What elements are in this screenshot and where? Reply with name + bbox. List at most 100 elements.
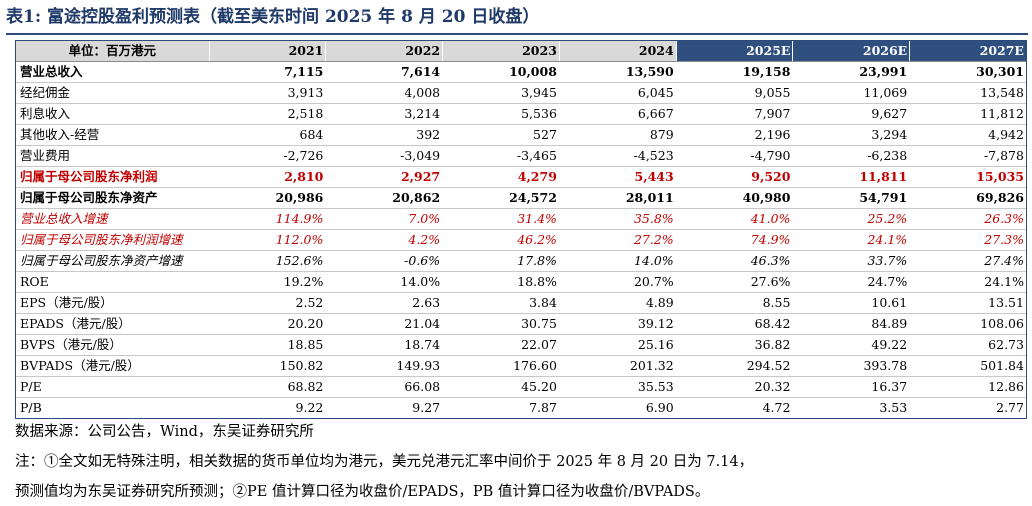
table-cell: 150.82 <box>279 358 324 373</box>
row-label: 归属于母公司股东净资产 <box>20 190 158 205</box>
table-cell: 39.12 <box>637 316 674 331</box>
table-cell: -3,465 <box>516 148 557 163</box>
table-cell: 2.63 <box>412 295 441 310</box>
forecast-table: 单位：百万港元 2021 2022 2023 2024 2025E 2026E … <box>15 40 1027 419</box>
row-label: 营业总收入增速 <box>20 211 108 226</box>
table-cell: 28,011 <box>625 190 674 205</box>
row-label: EPS（港元/股） <box>20 295 113 310</box>
table-cell: 25.2% <box>867 211 908 226</box>
table-cell: 7,115 <box>284 64 324 79</box>
table-cell: 3.53 <box>879 400 908 415</box>
table-row: 归属于母公司股东净资产增速 152.6% -0.6% 17.8% 14.0% 46.3% 3… <box>16 251 1026 272</box>
table-row: 营业费用 -2,726 -3,049 -3,465 -4,523 -4,790 -6,238… <box>16 146 1026 167</box>
table-row: 归属于母公司股东净资产 20,986 20,862 24,572 28,011 40,98… <box>16 188 1026 209</box>
table-cell: 35.8% <box>633 211 674 226</box>
table-cell: 14.0% <box>633 253 674 268</box>
table-cell: 40,980 <box>742 190 791 205</box>
table-cell: 13.51 <box>988 295 1024 310</box>
year-header: 2022 <box>325 41 442 61</box>
table-cell: 20,986 <box>275 190 324 205</box>
table-cell: 68.42 <box>754 316 791 331</box>
table-cell: 392 <box>416 127 441 142</box>
table-cell: 10.61 <box>871 295 908 310</box>
table-title: 表1: 富途控股盈利预测表（截至美东时间 2025 年 8 月 20 日收盘） <box>6 7 540 27</box>
table-cell: 27.4% <box>984 253 1024 268</box>
table-cell: 6,667 <box>637 106 674 121</box>
table-cell: 9.27 <box>412 400 441 415</box>
table-cell: 3,945 <box>521 85 557 100</box>
table-cell: 9,520 <box>751 169 791 184</box>
table-cell: 879 <box>649 127 674 142</box>
row-label: P/E <box>20 379 42 394</box>
table-cell: 17.8% <box>517 253 557 268</box>
table-cell: -3,049 <box>400 148 441 163</box>
year-header-estimate: 2027E <box>909 41 1026 61</box>
table-cell: 3,294 <box>871 127 908 142</box>
table-cell: 6.90 <box>645 400 674 415</box>
table-cell: 9.22 <box>295 400 324 415</box>
table-cell: 25.16 <box>637 337 674 352</box>
row-label: 利息收入 <box>20 106 71 121</box>
table-row: 归属于母公司股东净利润增速 112.0% 4.2% 46.2% 27.2% 74.9% 24… <box>16 230 1026 251</box>
table-cell: 11,811 <box>859 169 908 184</box>
table-cell: 41.0% <box>750 211 791 226</box>
table-cell: 3,913 <box>287 85 324 100</box>
title-divider <box>6 33 1028 35</box>
table-cell: 15,035 <box>976 169 1024 184</box>
unit-label: 单位：百万港元 <box>68 43 157 58</box>
table-cell: 112.0% <box>275 232 324 247</box>
table-cell: 36.82 <box>754 337 791 352</box>
table-cell: 108.06 <box>980 316 1024 331</box>
row-label: P/B <box>20 400 42 415</box>
table-cell: 9,055 <box>754 85 791 100</box>
row-label: 营业费用 <box>20 148 71 163</box>
table-cell: 27.2% <box>633 232 674 247</box>
table-row: 营业总收入 7,115 7,614 10,008 13,590 19,158 23,991 3… <box>16 62 1026 83</box>
table-cell: 22.07 <box>521 337 557 352</box>
table-cell: 26.3% <box>984 211 1024 226</box>
table-cell: 2,810 <box>284 169 324 184</box>
row-label: ROE <box>20 274 49 289</box>
table-cell: -4,790 <box>750 148 791 163</box>
row-label: 经纪佣金 <box>20 85 71 100</box>
row-label: BVPADS（港元/股） <box>20 358 140 373</box>
table-cell: 10,008 <box>509 64 557 79</box>
table-cell: 4.72 <box>762 400 791 415</box>
table-cell: 152.6% <box>275 253 324 268</box>
table-cell: 14.0% <box>400 274 441 289</box>
table-cell: 6,045 <box>637 85 674 100</box>
table-cell: 114.9% <box>275 211 324 226</box>
row-label: 其他收入-经营 <box>20 127 100 142</box>
table-cell: 18.85 <box>287 337 324 352</box>
table-cell: 20.20 <box>287 316 324 331</box>
table-cell: 8.55 <box>762 295 791 310</box>
table-cell: 2,518 <box>287 106 324 121</box>
row-label: 营业总收入 <box>20 64 83 79</box>
table-cell: 3.84 <box>529 295 557 310</box>
table-cell: 18.74 <box>404 337 441 352</box>
year-header-estimate: 2026E <box>792 41 910 61</box>
table-cell: 4,279 <box>517 169 557 184</box>
footnote-line-2: 预测值均为东吴证券研究所预测；②PE 值计算口径为收盘价/EPADS，PB 值计… <box>15 484 710 500</box>
table-cell: 12.86 <box>988 379 1024 394</box>
table-cell: 54,791 <box>859 190 908 205</box>
table-cell: 4,942 <box>988 127 1024 142</box>
table-cell: 2.52 <box>295 295 324 310</box>
table-cell: 33.7% <box>867 253 908 268</box>
row-label: BVPS（港元/股） <box>20 337 122 352</box>
table-cell: 30.75 <box>521 316 557 331</box>
year-header: 2021 <box>208 41 326 61</box>
table-cell: 2,196 <box>754 127 791 142</box>
table-cell: 294.52 <box>746 358 791 373</box>
table-row: 其他收入-经营 684 392 527 879 2,196 3,294 4,942 <box>16 125 1026 146</box>
row-label: 归属于母公司股东净利润增速 <box>20 232 183 247</box>
table-cell: -4,523 <box>633 148 674 163</box>
table-cell: 16.37 <box>871 379 908 394</box>
table-cell: 13,548 <box>980 85 1024 100</box>
row-label: EPADS（港元/股） <box>20 316 131 331</box>
table-cell: 24.1% <box>867 232 908 247</box>
footnote-line-1: 注：①全文如无特殊注明，相关数据的货币单位均为港元，美元兑港元汇率中间价于 20… <box>15 454 754 470</box>
row-label: 归属于母公司股东净资产增速 <box>20 253 183 268</box>
table-cell: 13,590 <box>625 64 674 79</box>
table-cell: 74.9% <box>750 232 791 247</box>
